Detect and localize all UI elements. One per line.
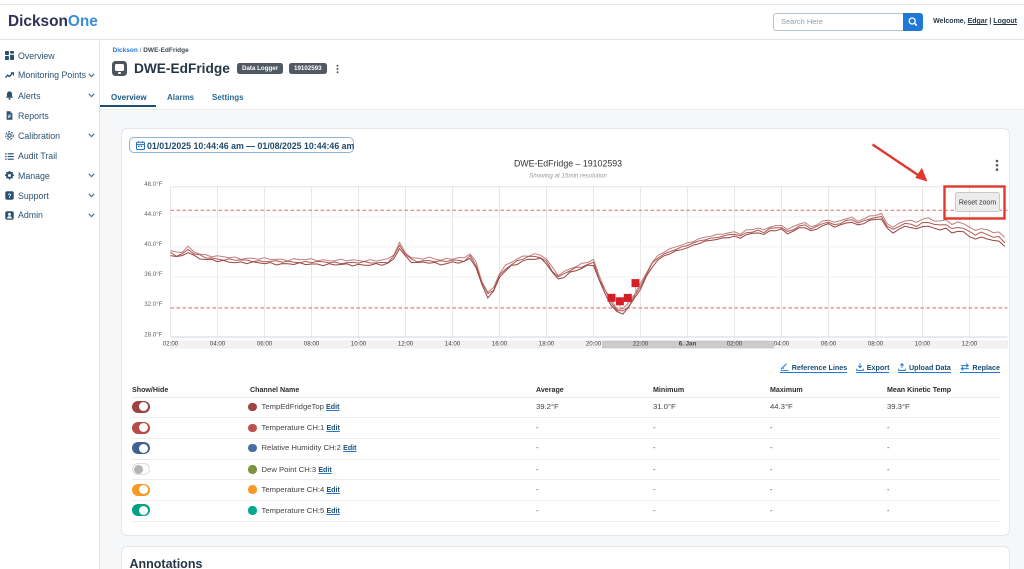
svg-text:04:00: 04:00 — [209, 340, 225, 347]
svg-text:DWE-EdFridge – 19102593: DWE-EdFridge – 19102593 — [513, 158, 621, 168]
svg-text:02:00: 02:00 — [726, 340, 742, 347]
svg-text:48.0°F: 48.0°F — [144, 181, 163, 188]
svg-text:08:00: 08:00 — [867, 340, 883, 347]
svg-text:?: ? — [8, 193, 12, 200]
svg-text:06:00: 06:00 — [256, 340, 272, 347]
svg-text:20:00: 20:00 — [585, 340, 601, 347]
svg-text:12:00: 12:00 — [397, 340, 413, 347]
svg-text:40.0°F: 40.0°F — [144, 241, 163, 248]
svg-text:18:00: 18:00 — [538, 340, 554, 347]
svg-text:04:00: 04:00 — [773, 340, 789, 347]
svg-text:6. Jan: 6. Jan — [678, 340, 696, 347]
svg-text:36.0°F: 36.0°F — [144, 271, 163, 278]
svg-text:08:00: 08:00 — [303, 340, 319, 347]
svg-text:28.0°F: 28.0°F — [144, 331, 163, 338]
svg-text:Reset zoom: Reset zoom — [958, 199, 996, 206]
svg-text:Showing at 15min resolution: Showing at 15min resolution — [529, 172, 607, 179]
svg-text:22:00: 22:00 — [632, 340, 648, 347]
svg-text:16:00: 16:00 — [491, 340, 507, 347]
svg-text:12:00: 12:00 — [961, 340, 977, 347]
svg-text:10:00: 10:00 — [914, 340, 930, 347]
svg-text:10:00: 10:00 — [350, 340, 366, 347]
svg-text:32.0°F: 32.0°F — [144, 301, 163, 308]
svg-text:14:00: 14:00 — [444, 340, 460, 347]
svg-text:06:00: 06:00 — [820, 340, 836, 347]
svg-text:02:00: 02:00 — [162, 340, 178, 347]
svg-text:44.0°F: 44.0°F — [144, 211, 163, 218]
